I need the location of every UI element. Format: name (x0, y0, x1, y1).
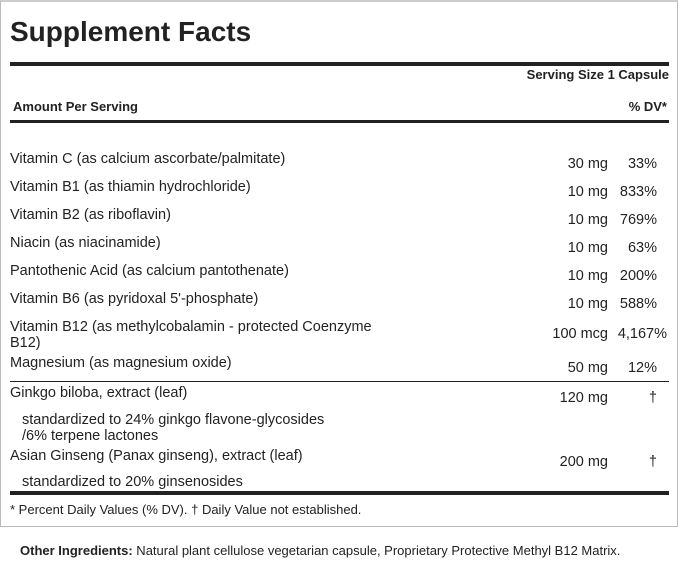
nutrient-name-continued: B12) (10, 335, 41, 351)
divider-thin (10, 381, 669, 382)
serving-size: Serving Size 1 Capsule (526, 67, 669, 82)
nutrient-name: Vitamin C (as calcium ascorbate/palmitat… (10, 151, 286, 167)
nutrient-amount: 10 mg (567, 268, 608, 284)
nutrient-name: Pantothenic Acid (as calcium pantothenat… (10, 263, 289, 279)
divider-thick (10, 62, 669, 66)
nutrient-amount: 10 mg (567, 184, 608, 200)
botanical-name: Asian Ginseng (Panax ginseng), extract (… (10, 448, 303, 464)
botanical-detail: standardized to 20% ginsenosides (22, 474, 243, 490)
amount-per-serving-header: Amount Per Serving (13, 99, 138, 114)
nutrient-dv: 588% (619, 296, 657, 312)
nutrient-amount: 50 mg (567, 360, 608, 376)
botanical-detail: /6% terpene lactones (22, 428, 159, 444)
nutrient-amount: 10 mg (567, 212, 608, 228)
nutrient-dv: 769% (619, 212, 657, 228)
botanical-name: Ginkgo biloba, extract (leaf) (10, 385, 188, 401)
nutrient-amount: 10 mg (567, 240, 608, 256)
nutrient-dv: 33% (627, 156, 657, 172)
dv-header: % DV* (628, 99, 667, 114)
nutrient-name: Vitamin B6 (as pyridoxal 5'-phosphate) (10, 291, 259, 307)
botanical-amount: 120 mg (559, 390, 608, 406)
nutrient-amount: 30 mg (567, 156, 608, 172)
nutrient-dv: 12% (627, 360, 657, 376)
nutrient-name: Vitamin B1 (as thiamin hydrochloride) (10, 179, 251, 195)
footnote: * Percent Daily Values (% DV). † Daily V… (10, 502, 362, 517)
nutrient-amount: 100 mcg (552, 326, 608, 342)
nutrient-name: Vitamin B2 (as riboflavin) (10, 207, 171, 223)
nutrient-dv: 4,167% (617, 326, 667, 342)
botanical-amount: 200 mg (559, 454, 608, 470)
nutrient-name: Magnesium (as magnesium oxide) (10, 355, 232, 371)
nutrient-dv: 200% (619, 268, 657, 284)
panel-title: Supplement Facts (10, 16, 252, 47)
other-ingredients-label: Other Ingredients: (20, 543, 133, 558)
other-ingredients-text: Natural plant cellulose vegetarian capsu… (132, 543, 621, 558)
nutrient-name: Vitamin B12 (as methylcobalamin - protec… (10, 319, 372, 335)
nutrient-amount: 10 mg (567, 296, 608, 312)
other-ingredients: Other Ingredients: Natural plant cellulo… (20, 540, 660, 562)
botanical-dv: † (648, 390, 657, 406)
divider-thick (10, 491, 669, 495)
nutrient-dv: 63% (627, 240, 657, 256)
botanical-detail: standardized to 24% ginkgo flavone-glyco… (22, 412, 325, 428)
botanical-dv: † (648, 454, 657, 470)
divider-medium (10, 120, 669, 123)
supplement-facts-panel (0, 0, 678, 527)
nutrient-dv: 833% (619, 184, 657, 200)
nutrient-name: Niacin (as niacinamide) (10, 235, 161, 251)
